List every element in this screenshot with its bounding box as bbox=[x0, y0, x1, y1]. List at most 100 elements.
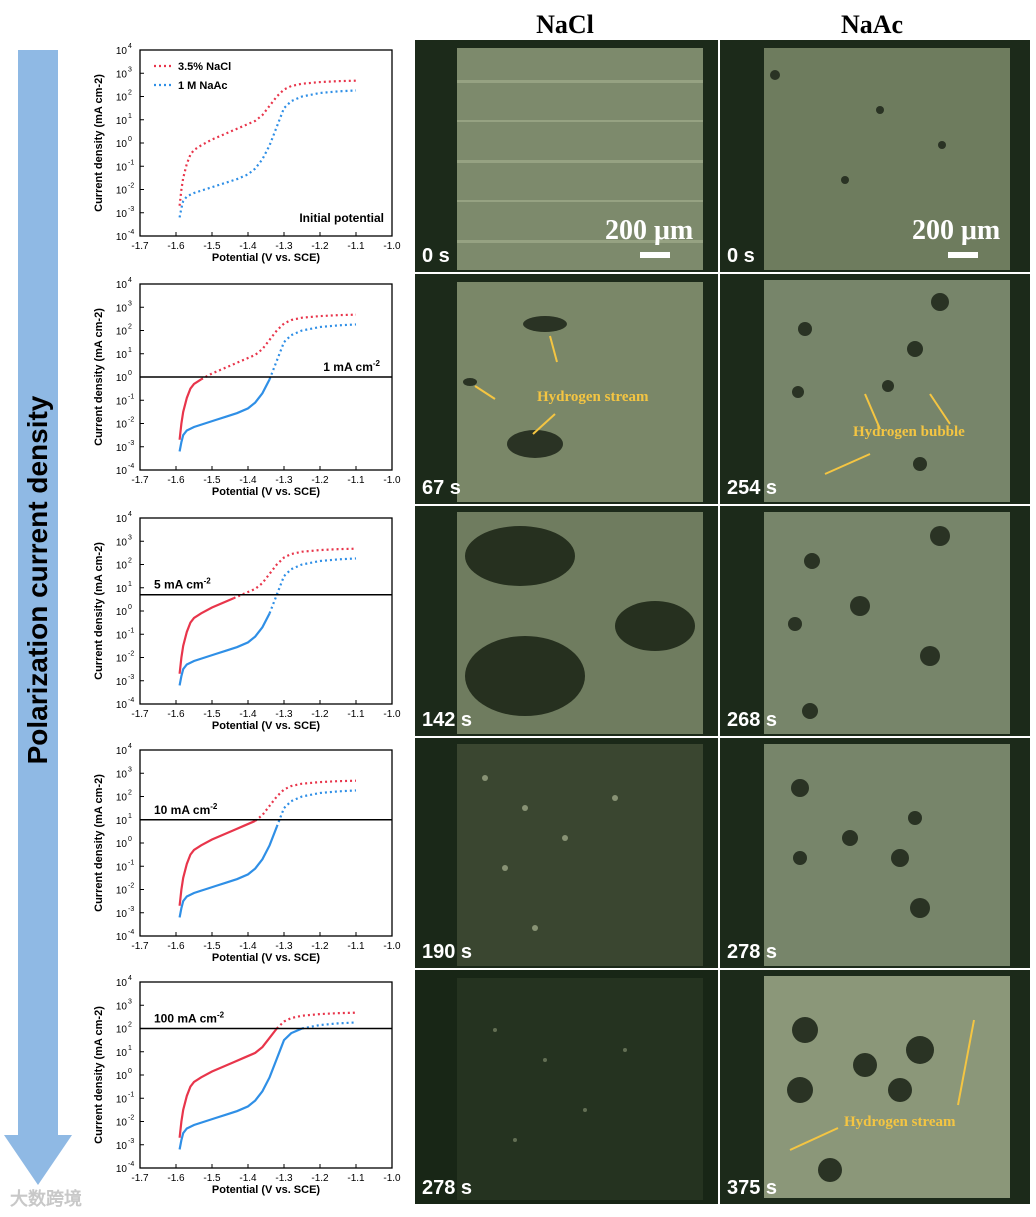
series-line-nacl-dotted bbox=[254, 779, 357, 822]
time-label: 278 s bbox=[727, 941, 778, 963]
y-tick-label: 10 bbox=[116, 1118, 128, 1129]
scale-label: 200 μm bbox=[912, 215, 1001, 246]
annotation-label: Hydrogen stream bbox=[844, 1114, 956, 1130]
y-tick-label: 10 bbox=[116, 1094, 128, 1105]
series-line-nacl-dotted bbox=[276, 1011, 357, 1030]
micrograph-naac-4: 278 s bbox=[720, 738, 1030, 968]
y-tick-label: 10 bbox=[116, 396, 128, 407]
y-tick-exponent: -4 bbox=[128, 1161, 134, 1168]
y-tick-label: 10 bbox=[116, 816, 128, 827]
x-tick-label: -1.0 bbox=[383, 475, 401, 486]
series-line-nacl-dotted bbox=[233, 547, 357, 600]
y-tick-label: 10 bbox=[116, 886, 128, 897]
x-tick-label: -1.4 bbox=[239, 1173, 257, 1184]
y-tick-exponent: 2 bbox=[128, 90, 132, 97]
x-tick-label: -1.3 bbox=[275, 241, 293, 252]
y-tick-exponent: -2 bbox=[128, 417, 134, 424]
time-label: 254 s bbox=[727, 477, 778, 499]
y-tick-label: 10 bbox=[116, 443, 128, 454]
x-tick-label: -1.7 bbox=[131, 709, 149, 720]
plot-frame bbox=[139, 49, 393, 237]
y-tick-exponent: -3 bbox=[128, 906, 134, 913]
x-tick-label: -1.7 bbox=[131, 1173, 149, 1184]
time-label: 375 s bbox=[727, 1177, 778, 1199]
series-line-naac-dotted bbox=[268, 557, 357, 614]
y-tick-exponent: 0 bbox=[128, 136, 132, 143]
x-tick-label: -1.5 bbox=[203, 941, 221, 952]
series-line-nacl-solid bbox=[178, 819, 256, 906]
series-line-nacl bbox=[178, 79, 357, 206]
x-tick-label: -1.6 bbox=[167, 709, 185, 720]
chart-svg: -1.7 -1.6 -1.5 -1.4 -1.3 -1.2 -1.1 -1.010-410-3… bbox=[93, 743, 401, 964]
y-tick-exponent: -2 bbox=[128, 1115, 134, 1122]
plot-frame bbox=[139, 981, 393, 1169]
micrograph-nacl-2: Hydrogen stream 67 s bbox=[415, 274, 718, 504]
y-tick-label: 10 bbox=[116, 932, 128, 943]
scale-label: 200 μm bbox=[605, 215, 694, 246]
x-tick-label: -1.1 bbox=[347, 709, 365, 720]
y-tick-label: 10 bbox=[116, 677, 128, 688]
y-tick-exponent: 1 bbox=[128, 1045, 132, 1052]
x-tick-label: -1.1 bbox=[347, 1173, 365, 1184]
series-line-naac-solid bbox=[178, 378, 271, 452]
micrograph-naac-1: 200 μm 0 s bbox=[720, 40, 1030, 272]
y-axis-label: Current density (mA cm-2) bbox=[93, 542, 105, 680]
y-tick-label: 10 bbox=[116, 909, 128, 920]
x-tick-label: -1.7 bbox=[131, 475, 149, 486]
y-tick-label: 10 bbox=[116, 584, 128, 595]
y-tick-exponent: -4 bbox=[128, 697, 134, 704]
y-tick-label: 10 bbox=[116, 561, 128, 572]
panel-annotation: Initial potential bbox=[299, 211, 384, 225]
time-label: 278 s bbox=[422, 1177, 473, 1199]
series-line-naac-dotted bbox=[275, 789, 357, 828]
y-tick-label: 10 bbox=[116, 862, 128, 873]
y-tick-exponent: 2 bbox=[128, 558, 132, 565]
x-tick-label: -1.2 bbox=[311, 709, 329, 720]
y-tick-exponent: 0 bbox=[128, 604, 132, 611]
x-tick-label: -1.2 bbox=[311, 941, 329, 952]
panel-annotation: 5 mA cm-2 bbox=[154, 577, 211, 592]
x-tick-label: -1.5 bbox=[203, 709, 221, 720]
y-axis-label: Current density (mA cm-2) bbox=[93, 1006, 105, 1144]
x-tick-label: -1.4 bbox=[239, 475, 257, 486]
y-tick-label: 10 bbox=[116, 700, 128, 711]
x-tick-label: -1.6 bbox=[167, 241, 185, 252]
y-tick-exponent: -2 bbox=[128, 883, 134, 890]
y-tick-label: 10 bbox=[116, 1071, 128, 1082]
column-header-nacl: NaCl bbox=[536, 10, 594, 39]
y-tick-exponent: 0 bbox=[128, 370, 132, 377]
y-tick-exponent: -1 bbox=[128, 859, 134, 866]
x-tick-label: -1.2 bbox=[311, 1173, 329, 1184]
y-tick-exponent: 3 bbox=[128, 998, 132, 1005]
series-line-naac-solid bbox=[178, 1027, 303, 1150]
y-tick-label: 10 bbox=[116, 769, 128, 780]
x-tick-label: -1.4 bbox=[239, 709, 257, 720]
x-axis-label: Potential (V vs. SCE) bbox=[212, 952, 321, 964]
time-label: 0 s bbox=[727, 245, 755, 267]
chart-panel-1: -1.7 -1.6 -1.5 -1.4 -1.3 -1.2 -1.1 -1.0 10 -4 10 -3… bbox=[85, 42, 410, 270]
chart-svg: -1.7 -1.6 -1.5 -1.4 -1.3 -1.2 -1.1 -1.010-410-3… bbox=[93, 975, 401, 1196]
scale-bar bbox=[640, 252, 670, 258]
micrograph-naac-2: Hydrogen bubble 254 s bbox=[720, 274, 1030, 504]
y-tick-exponent: -1 bbox=[128, 393, 134, 400]
annotation-superscript: -2 bbox=[373, 359, 381, 368]
series-line-nacl-solid bbox=[178, 597, 235, 674]
panel-annotation: 10 mA cm-2 bbox=[154, 802, 218, 817]
arrow-down-icon bbox=[4, 50, 72, 1185]
y-tick-exponent: 3 bbox=[128, 300, 132, 307]
y-tick-exponent: 3 bbox=[128, 66, 132, 73]
series-line-nacl-dotted bbox=[200, 313, 357, 381]
x-axis-label: Potential (V vs. SCE) bbox=[212, 486, 321, 498]
annotation-superscript: -2 bbox=[204, 577, 212, 586]
y-tick-exponent: 4 bbox=[128, 511, 132, 518]
micrograph-nacl-5: 278 s bbox=[415, 970, 718, 1204]
y-tick-label: 10 bbox=[116, 793, 128, 804]
x-tick-label: -1.1 bbox=[347, 475, 365, 486]
x-tick-label: -1.0 bbox=[383, 1173, 401, 1184]
y-tick-exponent: 0 bbox=[128, 836, 132, 843]
series-line-nacl-solid bbox=[178, 378, 202, 440]
y-tick-exponent: -2 bbox=[128, 183, 134, 190]
y-tick-exponent: -3 bbox=[128, 674, 134, 681]
x-tick-label: -1.3 bbox=[275, 475, 293, 486]
y-tick-exponent: 3 bbox=[128, 534, 132, 541]
